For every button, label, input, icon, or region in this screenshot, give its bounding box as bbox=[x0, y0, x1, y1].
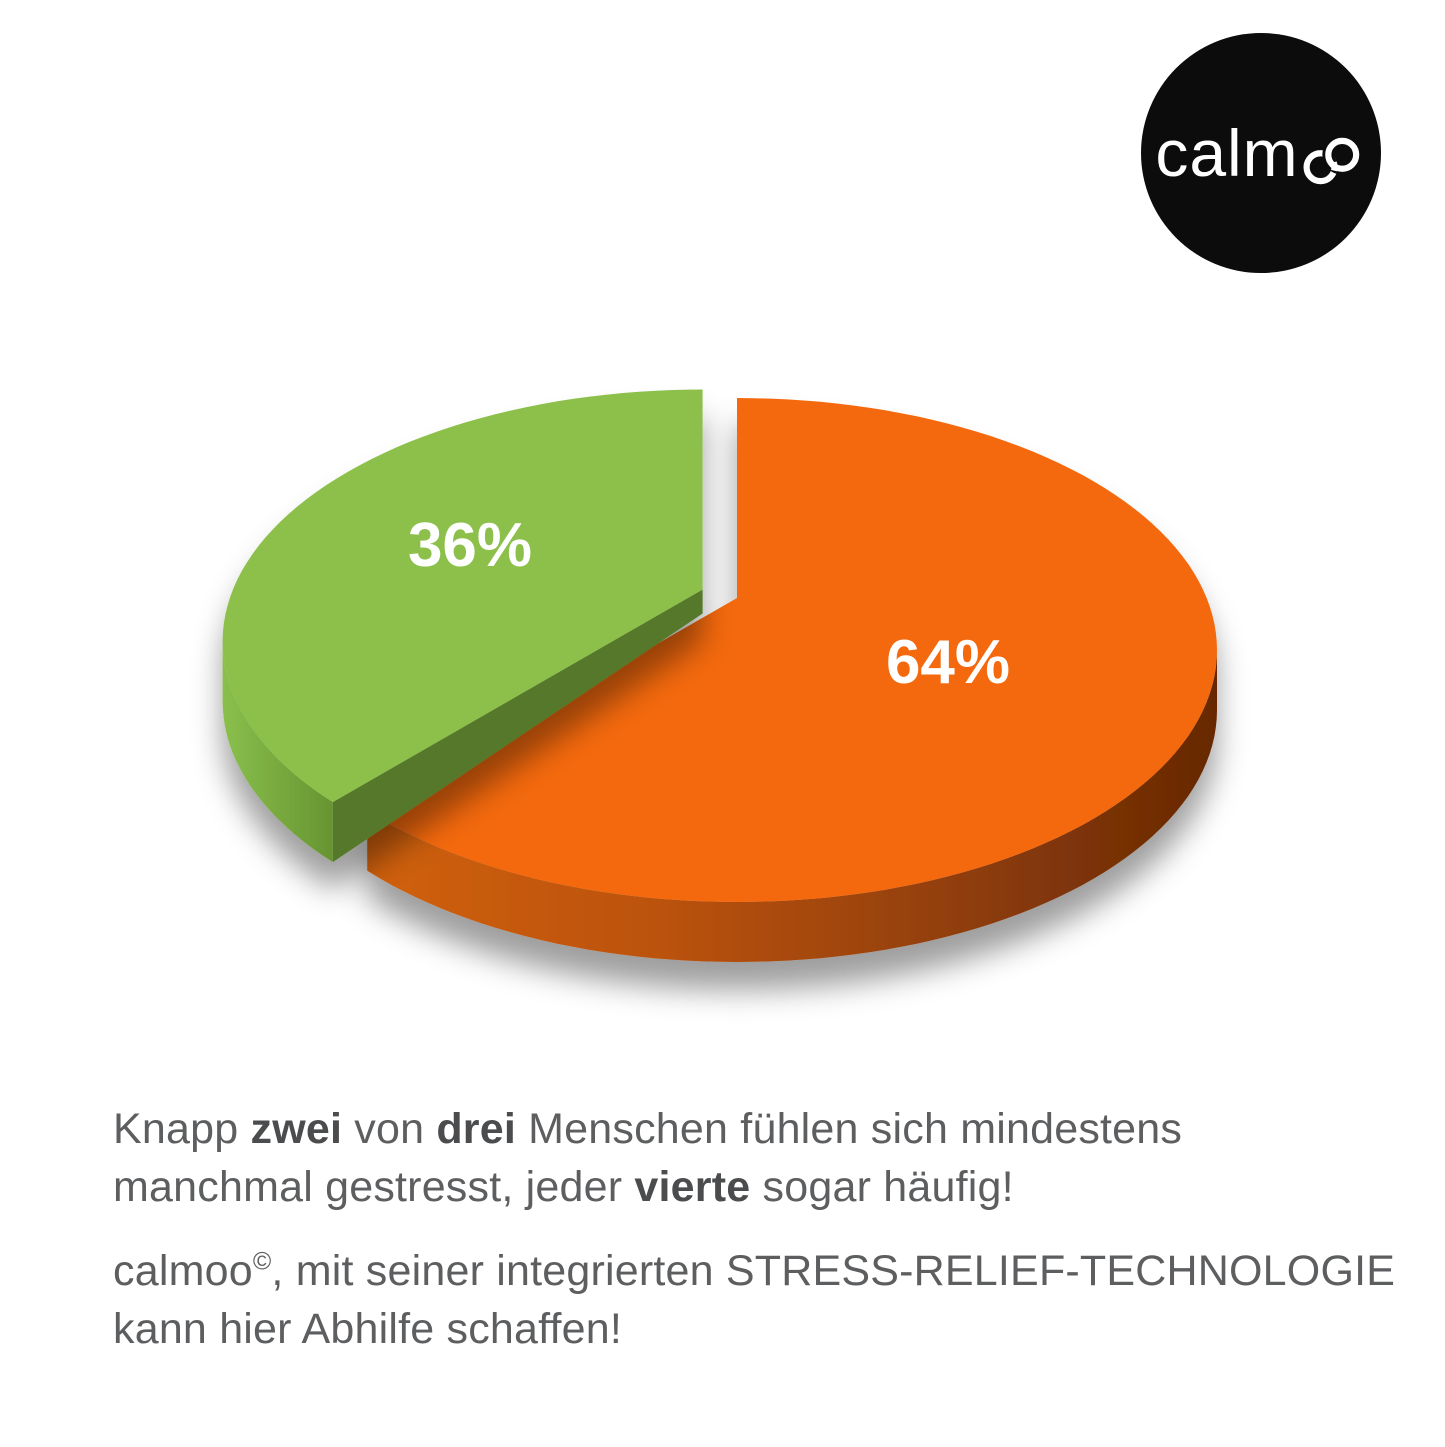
caption-text-run: kann hier Abhilfe schaffen! bbox=[113, 1305, 623, 1353]
caption-para2-line1: calmoo©, mit seiner integrierten STRESS-… bbox=[113, 1242, 1423, 1300]
caption-text-run: sogar häufig! bbox=[750, 1163, 1014, 1211]
caption-text-run: von bbox=[342, 1105, 437, 1153]
caption-para2-line2: kann hier Abhilfe schaffen! bbox=[113, 1300, 1423, 1358]
brand-logo-text: calm bbox=[1155, 116, 1299, 190]
caption-para1-line2: manchmal gestresst, jeder vierte sogar h… bbox=[113, 1158, 1423, 1216]
brand-logo: calm bbox=[1141, 33, 1381, 273]
caption-text-run: calmoo bbox=[113, 1247, 253, 1295]
interlocked-rings-icon bbox=[1303, 134, 1362, 185]
caption-text-run: manchmal gestresst, jeder bbox=[113, 1163, 635, 1211]
caption-text-run: © bbox=[252, 1247, 272, 1276]
caption-para1-line1: Knapp zwei von drei Menschen fühlen sich… bbox=[113, 1100, 1423, 1158]
caption-emphasis: vierte bbox=[634, 1163, 751, 1211]
slice-rim-wall bbox=[222, 641, 333, 863]
slice-side-face bbox=[332, 589, 703, 863]
caption-emphasis: drei bbox=[436, 1105, 517, 1153]
slice-label: 36% bbox=[408, 511, 532, 580]
slice-top bbox=[367, 398, 1217, 902]
pie-slice-64 bbox=[367, 398, 1217, 962]
slice-top bbox=[222, 389, 703, 803]
caption-block: Knapp zwei von drei Menschen fühlen sich… bbox=[113, 1100, 1423, 1358]
slice-rim-wall bbox=[367, 650, 1217, 962]
pie-slice-36 bbox=[222, 389, 703, 863]
caption-emphasis: zwei bbox=[250, 1105, 343, 1153]
caption-text-run: , mit seiner integrierten STRESS-RELIEF-… bbox=[271, 1247, 1396, 1295]
caption-text-run: Knapp bbox=[113, 1105, 251, 1153]
caption-text-run: Menschen fühlen sich mindestens bbox=[516, 1105, 1183, 1153]
slice-label: 64% bbox=[886, 628, 1010, 697]
